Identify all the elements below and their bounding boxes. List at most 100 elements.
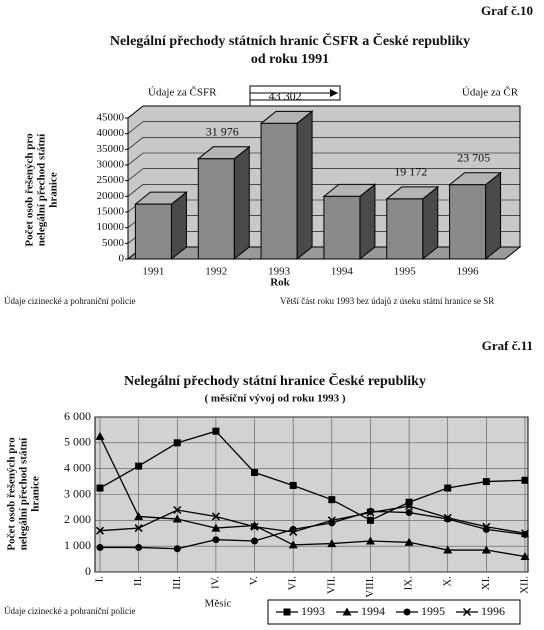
marker — [365, 536, 375, 545]
x-tick-label: XII. — [519, 576, 531, 594]
y-tick-label: 45000 — [97, 112, 125, 124]
marker — [212, 536, 220, 544]
y-tick-label: 2 000 — [64, 512, 91, 526]
y-axis-label: hranice — [48, 172, 60, 208]
data-label: 43 302 — [269, 89, 302, 103]
marker — [366, 507, 374, 515]
note: Větší část roku 1993 bez údajů z úseku s… — [280, 296, 494, 306]
marker — [327, 539, 337, 548]
marker — [172, 514, 182, 523]
marker — [328, 496, 336, 504]
bar-side — [233, 145, 250, 261]
data-label: 31 976 — [206, 125, 239, 139]
x-tick-label: V. — [248, 576, 260, 586]
marker — [444, 484, 452, 492]
marker — [481, 545, 491, 554]
y-tick-label: 30000 — [97, 159, 125, 171]
series-line — [99, 430, 526, 522]
bar-side — [485, 171, 502, 261]
x-axis-label: Rok — [270, 277, 290, 289]
marker — [366, 516, 374, 524]
y-tick-label: 0 — [85, 564, 91, 578]
marker — [173, 439, 181, 447]
legend-label: 1993 — [301, 604, 325, 618]
legend-marker — [342, 607, 352, 616]
marker — [211, 512, 220, 521]
figure-label: Graf č.10 — [481, 3, 533, 18]
marker — [134, 524, 143, 533]
chart-subtitle: ( měsíční vývoj od roku 1993 ) — [205, 393, 346, 405]
bar — [323, 195, 361, 260]
x-tick-label: X. — [441, 576, 453, 587]
marker — [443, 545, 453, 554]
legend-marker — [283, 608, 291, 616]
y-axis-label: nelegální přechod státní — [18, 437, 30, 550]
legend-label: 1994 — [361, 604, 385, 618]
marker — [96, 543, 104, 551]
x-tick-label: 1993 — [268, 266, 291, 278]
marker — [521, 531, 529, 539]
marker — [251, 537, 259, 545]
y-axis-label: nelegální přechod státní — [36, 133, 48, 246]
bar — [260, 122, 298, 260]
marker — [482, 478, 490, 486]
marker — [212, 427, 220, 435]
marker — [289, 527, 298, 536]
annotation: Údaje za ČR — [462, 87, 519, 99]
y-tick-label: 4 000 — [64, 460, 91, 474]
chart-title: od roku 1991 — [251, 52, 329, 67]
marker — [521, 476, 529, 484]
grid-line — [127, 184, 520, 197]
grid-line — [127, 168, 520, 181]
source: Údaje cizinecké a pohraniční policie — [4, 606, 135, 616]
marker — [135, 543, 143, 551]
marker — [288, 540, 298, 549]
x-tick-label: 1995 — [394, 266, 417, 278]
y-tick-label: 15000 — [97, 206, 125, 218]
marker — [443, 513, 452, 522]
marker — [405, 509, 413, 517]
marker — [327, 516, 336, 525]
marker — [251, 469, 259, 477]
marker — [95, 526, 105, 535]
y-axis-label: hranice — [30, 476, 42, 512]
marker — [482, 522, 491, 531]
x-tick-label: 1992 — [205, 266, 227, 278]
legend-marker — [462, 607, 472, 617]
grid-line — [127, 152, 520, 166]
arrow-head — [330, 89, 338, 97]
marker — [211, 523, 221, 532]
x-tick-label: 1991 — [142, 266, 164, 278]
marker — [95, 431, 105, 440]
y-tick-label: 40000 — [97, 127, 125, 139]
data-label: 23 705 — [457, 150, 490, 164]
bar — [197, 158, 235, 260]
bar-side — [296, 110, 313, 261]
legend-marker — [403, 608, 411, 616]
marker — [405, 498, 413, 506]
y-tick-label: 3 000 — [64, 486, 91, 500]
annotation: Údaje za ČSFR — [148, 87, 217, 99]
marker — [135, 462, 143, 470]
x-tick-label: III. — [171, 576, 183, 590]
x-tick-label: IV. — [209, 576, 221, 589]
series-line — [99, 505, 526, 534]
y-tick-label: 35000 — [97, 143, 125, 155]
grid-line — [127, 137, 520, 150]
marker — [366, 508, 375, 517]
figure-label: Graf č.11 — [482, 338, 533, 353]
y-axis-label: Počet osob řešených pro — [24, 133, 36, 247]
x-tick-label: VII. — [325, 576, 337, 594]
marker — [250, 522, 259, 531]
marker — [520, 529, 530, 538]
y-tick-label: 20000 — [97, 190, 125, 202]
bar — [134, 203, 172, 260]
marker — [289, 481, 297, 489]
chart-title: Nelegální přechody státní hranice České … — [124, 372, 426, 389]
y-tick-label: 1 000 — [64, 538, 91, 552]
chart-title: Nelegální přechody státních hranic ČSFR … — [110, 32, 470, 49]
y-tick-label: 10000 — [97, 221, 125, 233]
source: Údaje cizinecké a pohraniční policie — [4, 296, 135, 306]
marker — [520, 552, 530, 560]
